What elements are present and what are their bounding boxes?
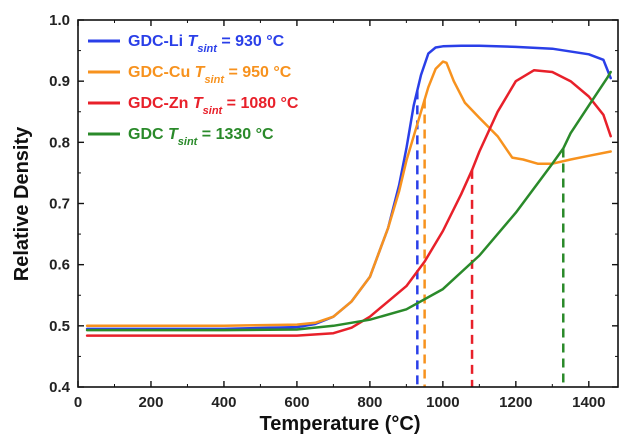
x-tick-label-3: 600: [284, 394, 309, 411]
y-tick-label-3: 0.7: [49, 196, 70, 213]
legend: GDC-Li Tsint = 930 °C GDC-Cu Tsint = 950 …: [88, 33, 299, 148]
series-line-3: [85, 70, 612, 332]
series-line-0: [85, 44, 612, 331]
y-tick-label-1: 0.5: [49, 318, 70, 335]
y-tick-label-4: 0.8: [49, 134, 70, 151]
x-tick-label-6: 1200: [499, 394, 532, 411]
plot-area: [85, 44, 612, 387]
y-tick-label-0: 0.4: [49, 379, 71, 396]
x-tick-label-0: 0: [74, 394, 82, 411]
series-line-2: [85, 68, 612, 337]
legend-label-3: GDC Tsint = 1330 °C: [128, 126, 274, 148]
x-axis-title: Temperature (°C): [260, 413, 421, 435]
x-tick-label-5: 1000: [426, 394, 459, 411]
legend-label-0: GDC-Li Tsint = 930 °C: [128, 33, 285, 55]
x-tick-label-2: 400: [211, 394, 236, 411]
y-tick-label-5: 0.9: [49, 73, 70, 90]
axes: 0 200 400 600 800 1000 1200 1400 0.4 0.5 0.6 0.7 0.8…: [49, 12, 619, 411]
x-tick-label-4: 800: [357, 394, 382, 411]
series-line-1: [85, 60, 612, 328]
x-tick-label-1: 200: [138, 394, 163, 411]
y-axis-title: Relative Density: [11, 126, 33, 281]
x-tick-label-7: 1400: [572, 394, 605, 411]
y-tick-label-2: 0.6: [49, 257, 70, 274]
legend-label-2: GDC-Zn Tsint = 1080 °C: [128, 95, 299, 117]
y-tick-label-6: 1.0: [49, 12, 70, 29]
legend-label-1: GDC-Cu Tsint = 950 °C: [128, 64, 292, 86]
